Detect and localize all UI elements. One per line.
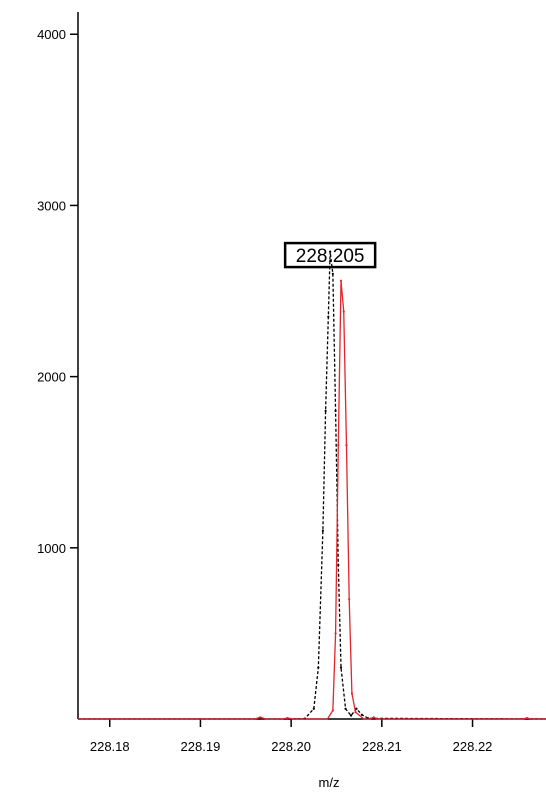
series-point <box>259 716 262 719</box>
y-tick-label: 3000 <box>37 198 66 213</box>
series-point <box>350 692 354 695</box>
y-tick-label: 1000 <box>37 541 66 556</box>
y-tick-label: 4000 <box>37 27 66 42</box>
series-point <box>331 709 334 712</box>
axes <box>77 12 546 720</box>
series-point <box>525 716 529 720</box>
series-point <box>317 666 320 669</box>
series-point <box>321 529 324 532</box>
series-point <box>334 409 337 412</box>
series-point <box>355 707 358 710</box>
series-point <box>372 716 375 719</box>
series-point <box>339 666 343 669</box>
series-point <box>286 716 289 720</box>
series-point <box>337 443 340 447</box>
series-point <box>329 250 332 253</box>
series-line-2 <box>78 280 546 720</box>
y-ticks: 1000 2000 3000 4000 <box>37 27 78 556</box>
series-point <box>312 707 315 710</box>
y-tick-label: 2000 <box>37 370 66 385</box>
x-axis-title: m/z <box>319 775 340 790</box>
series-point <box>349 714 353 717</box>
series-point <box>337 563 340 567</box>
series-point <box>327 315 330 318</box>
series-point <box>344 707 347 710</box>
x-tick-label: 228.21 <box>362 739 402 754</box>
series-point <box>345 443 348 447</box>
x-tick-label: 228.19 <box>181 739 221 754</box>
series-point <box>334 632 337 635</box>
series-point <box>354 711 357 714</box>
series-point <box>339 279 343 282</box>
series-layer <box>78 250 546 720</box>
series-point <box>342 310 345 313</box>
series-point <box>360 713 363 716</box>
x-tick-label: 228.20 <box>271 739 311 754</box>
x-tick-label: 228.18 <box>90 739 130 754</box>
series-point <box>331 272 334 276</box>
series-line-1 <box>78 250 546 720</box>
x-tick-label: 228.22 <box>453 739 493 754</box>
x-ticks: 228.18 228.19 228.20 228.21 228.22 <box>90 719 493 754</box>
series-point <box>348 598 351 601</box>
series-point <box>324 409 327 412</box>
